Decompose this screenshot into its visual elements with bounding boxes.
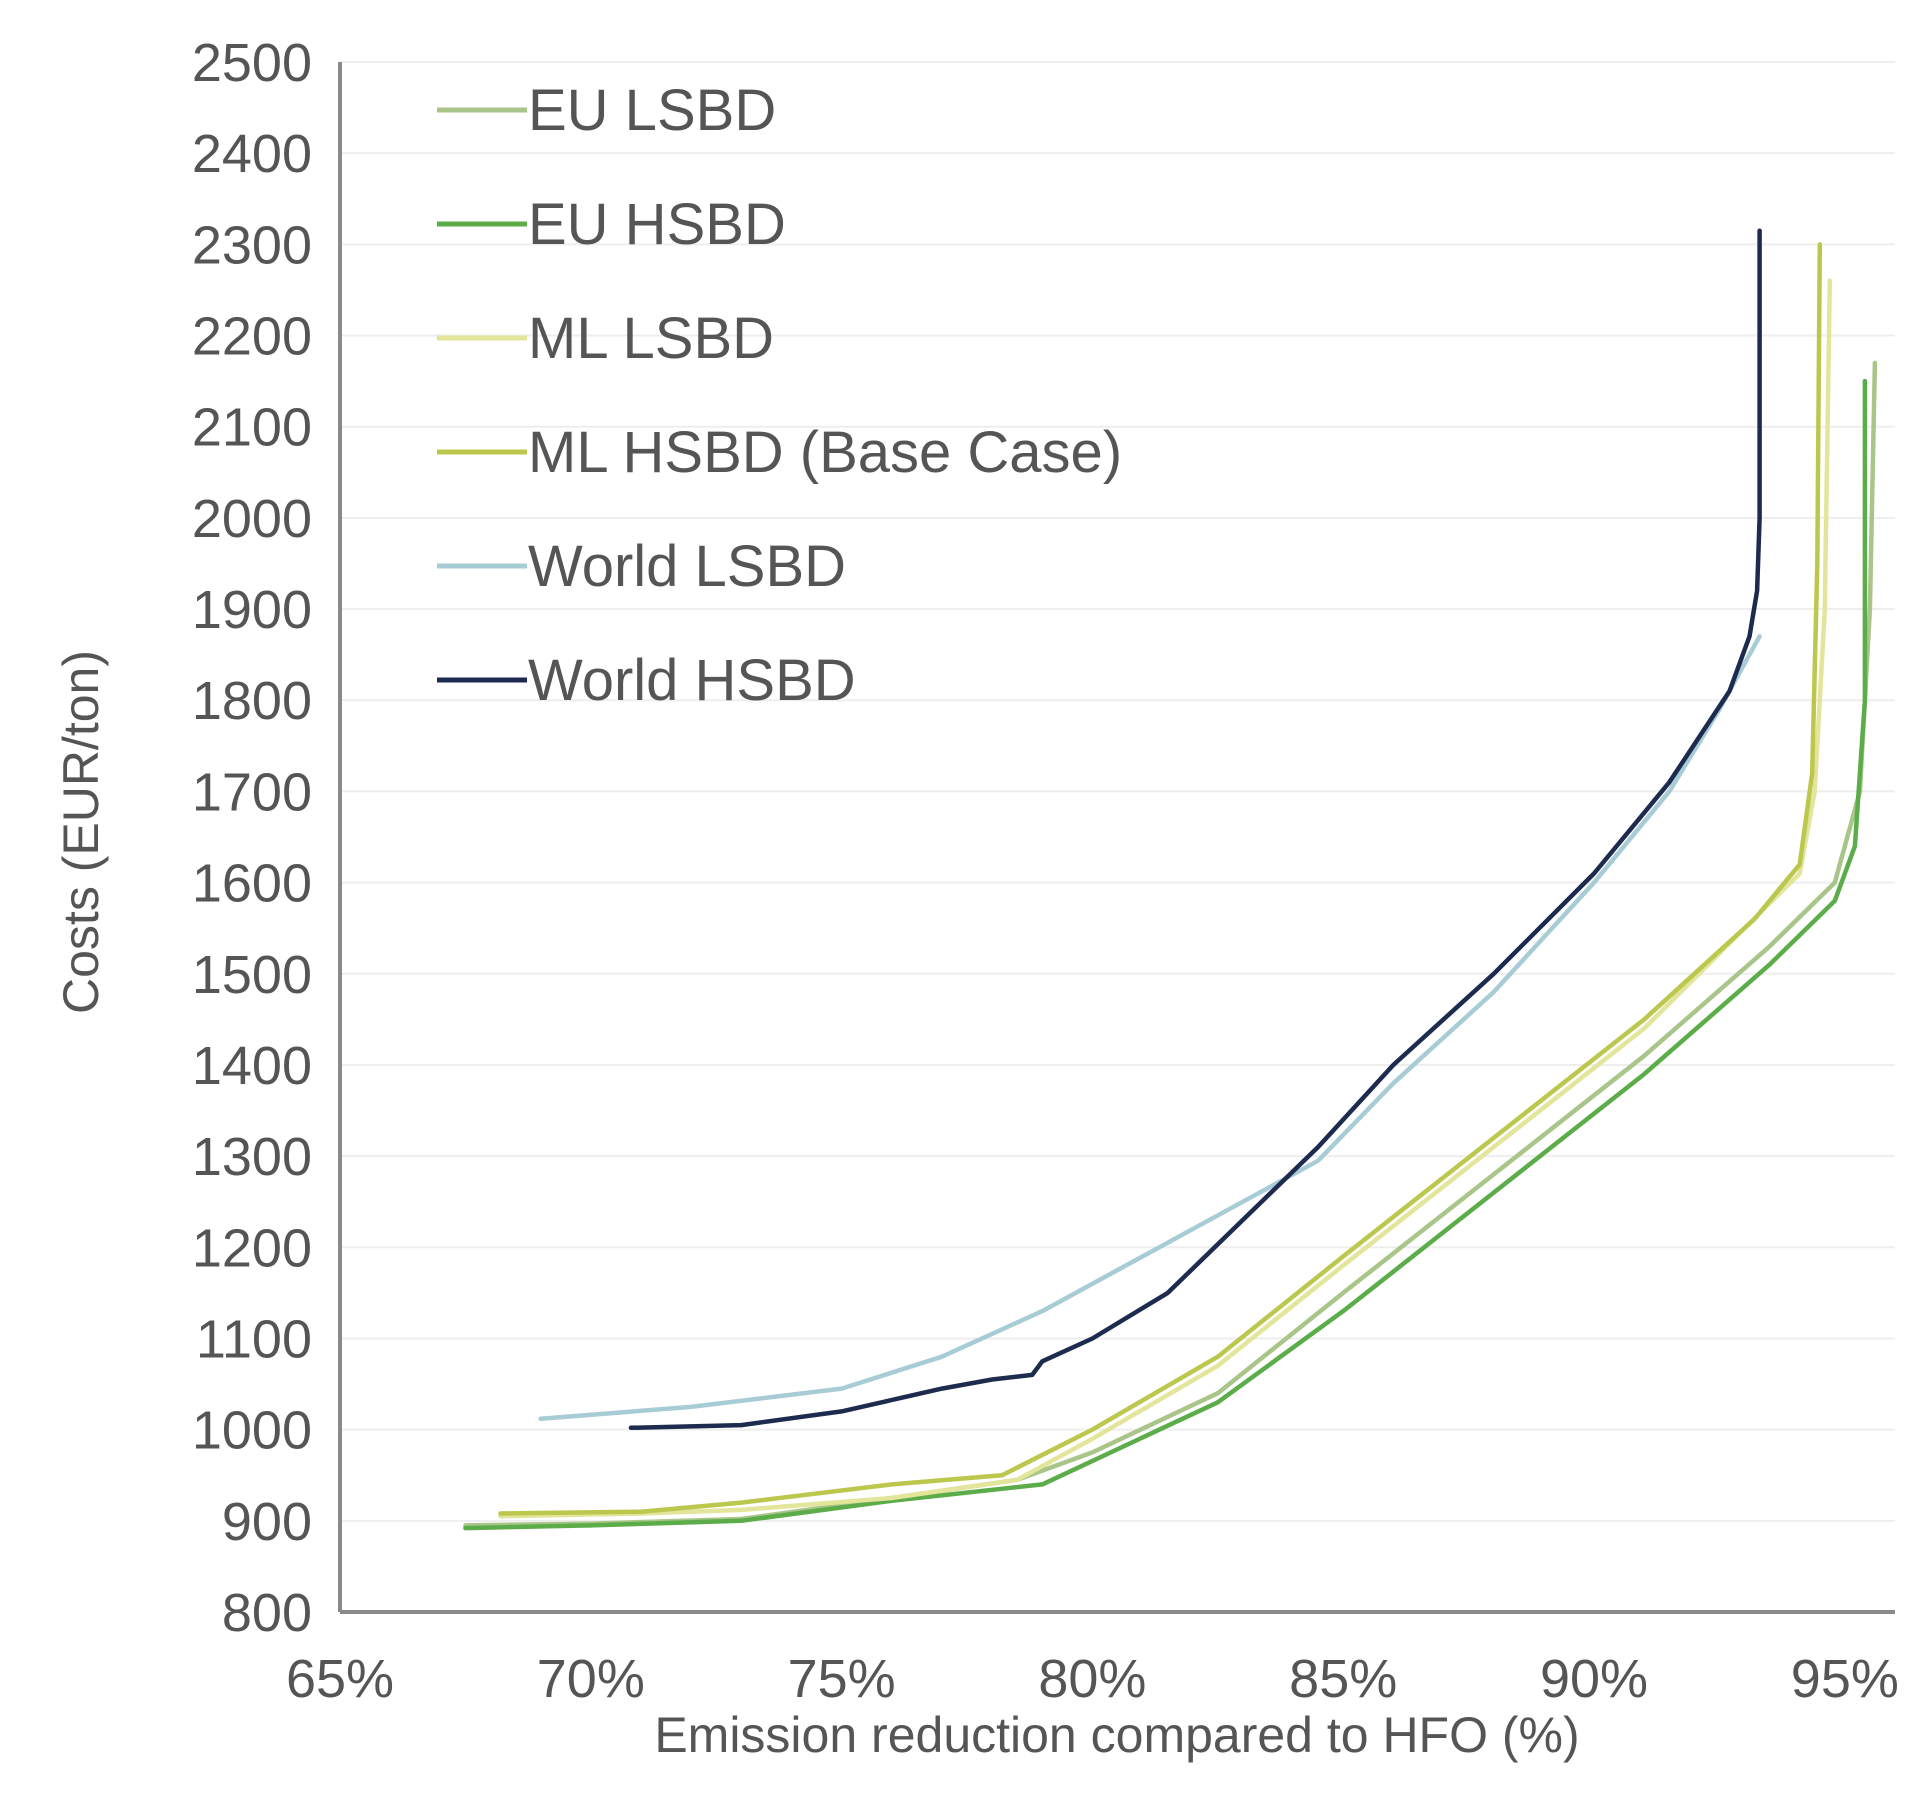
- series-line-world-lsbd: [538, 634, 1762, 1421]
- y-tick-label: 2200: [192, 307, 312, 367]
- series-line-eu-hsbd: [463, 378, 1868, 1531]
- y-tick-label: 1500: [192, 945, 312, 1005]
- y-tick-label: 900: [222, 1492, 312, 1552]
- y-tick-label: 1200: [192, 1218, 312, 1278]
- gridlines: [340, 61, 1895, 1522]
- y-tick-label: 2500: [192, 33, 312, 93]
- y-tick-label: 1900: [192, 580, 312, 640]
- x-tick-labels: 65% 70% 75% 80% 85% 90% 95%: [286, 1649, 1899, 1709]
- series-lines: [463, 228, 1878, 1531]
- y-tick-label: 1400: [192, 1036, 312, 1096]
- legend-label-eu-lsbd: EU LSBD: [528, 78, 776, 143]
- legend: EU LSBD EU HSBD ML LSBD ML HSBD (Base Case)…: [437, 78, 1122, 713]
- x-tick-label: 85%: [1289, 1649, 1397, 1709]
- series-line-ml-hsbd-base-case: [498, 242, 1823, 1516]
- y-tick-label: 800: [222, 1583, 312, 1643]
- y-tick-label: 1600: [192, 854, 312, 914]
- y-tick-label: 1100: [196, 1309, 312, 1369]
- legend-label-eu-hsbd: EU HSBD: [528, 192, 786, 257]
- x-axis-title: Emission reduction compared to HFO (%): [654, 1707, 1579, 1763]
- y-tick-labels: 800 900 1000 1100 1200 1300 1400 1500 1600 1700 18…: [192, 33, 312, 1643]
- x-tick-label: 95%: [1791, 1649, 1899, 1709]
- x-tick-label: 90%: [1540, 1649, 1648, 1709]
- x-tick-label: 65%: [286, 1649, 394, 1709]
- legend-label-ml-lsbd: ML LSBD: [528, 306, 774, 371]
- y-tick-label: 2000: [192, 489, 312, 549]
- y-tick-label: 1300: [192, 1127, 312, 1187]
- series-line-ml-lsbd: [498, 278, 1833, 1519]
- legend-label-ml-hsbd-base-case: ML HSBD (Base Case): [528, 420, 1122, 485]
- y-tick-label: 1000: [192, 1401, 312, 1461]
- series-line-world-hsbd: [628, 228, 1762, 1431]
- axes: [338, 62, 1895, 1614]
- y-tick-label: 2300: [192, 215, 312, 275]
- y-tick-label: 2400: [192, 124, 312, 184]
- x-tick-label: 70%: [537, 1649, 645, 1709]
- x-tick-label: 80%: [1038, 1649, 1146, 1709]
- y-tick-label: 1800: [192, 671, 312, 731]
- legend-label-world-hsbd: World HSBD: [528, 648, 856, 713]
- legend-label-world-lsbd: World LSBD: [528, 534, 846, 599]
- y-axis-title: Costs (EUR/ton): [53, 650, 109, 1014]
- y-tick-label: 1700: [192, 762, 312, 822]
- x-tick-label: 75%: [788, 1649, 896, 1709]
- y-tick-label: 2100: [192, 398, 312, 458]
